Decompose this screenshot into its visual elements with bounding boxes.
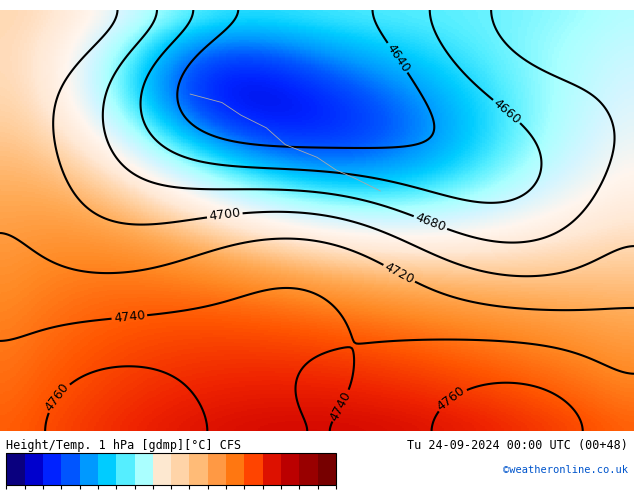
- Text: 4740: 4740: [328, 389, 354, 423]
- Text: ©weatheronline.co.uk: ©weatheronline.co.uk: [503, 466, 628, 475]
- Text: 4680: 4680: [413, 211, 448, 234]
- Text: Height/Temp. 1 hPa [gdmp][°C] CFS: Height/Temp. 1 hPa [gdmp][°C] CFS: [6, 439, 242, 452]
- Text: 4740: 4740: [113, 309, 146, 325]
- Text: 4700: 4700: [208, 207, 242, 223]
- Text: 4760: 4760: [42, 381, 72, 414]
- Text: 4660: 4660: [491, 96, 523, 126]
- Text: Tu 24-09-2024 00:00 UTC (00+48): Tu 24-09-2024 00:00 UTC (00+48): [407, 439, 628, 452]
- Text: 4760: 4760: [435, 384, 468, 414]
- Text: 4640: 4640: [384, 41, 412, 74]
- Text: 4720: 4720: [382, 260, 417, 287]
